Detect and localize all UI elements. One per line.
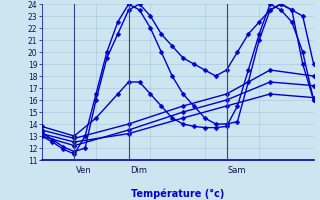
Text: Température (°c): Température (°c)	[131, 188, 224, 199]
Text: Dim: Dim	[130, 166, 147, 175]
Text: Sam: Sam	[228, 166, 246, 175]
Text: Ven: Ven	[76, 166, 91, 175]
